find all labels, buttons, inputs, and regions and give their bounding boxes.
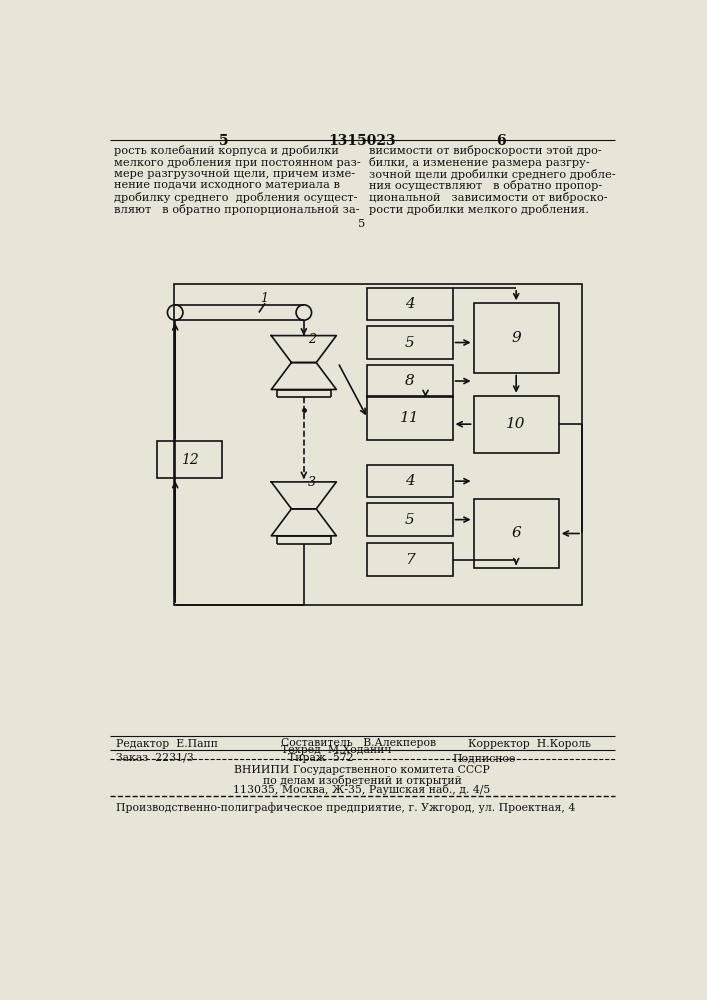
Text: рость колебаний корпуса и дробилки: рость колебаний корпуса и дробилки xyxy=(114,145,339,156)
Text: 12: 12 xyxy=(180,453,199,467)
Text: циональной   зависимости от виброско-: циональной зависимости от виброско- xyxy=(369,192,607,203)
Text: ния осуществляют   в обратно пропор-: ния осуществляют в обратно пропор- xyxy=(369,180,602,191)
Text: 1315023: 1315023 xyxy=(328,134,396,148)
Text: Подписное: Подписное xyxy=(452,753,516,763)
Bar xyxy=(174,284,582,605)
Text: 5: 5 xyxy=(405,513,415,527)
Bar xyxy=(368,365,452,397)
Polygon shape xyxy=(271,363,337,389)
Bar xyxy=(368,465,452,497)
Text: ВНИИПИ Государственного комитета СССР: ВНИИПИ Государственного комитета СССР xyxy=(234,765,490,775)
Polygon shape xyxy=(271,482,337,509)
Text: 6: 6 xyxy=(496,134,506,148)
Text: 2: 2 xyxy=(308,333,316,346)
Bar xyxy=(368,544,452,576)
Text: 7: 7 xyxy=(405,553,415,567)
Bar xyxy=(368,326,452,359)
Text: 9: 9 xyxy=(511,331,521,345)
Text: висимости от виброскорости этой дро-: висимости от виброскорости этой дро- xyxy=(369,145,602,156)
Text: мелкого дробления при постоянном раз-: мелкого дробления при постоянном раз- xyxy=(114,157,361,168)
Text: 10: 10 xyxy=(506,417,526,431)
Bar xyxy=(474,396,559,453)
Text: 1: 1 xyxy=(260,292,269,305)
Bar xyxy=(368,503,452,536)
Text: Заказ  2231/3: Заказ 2231/3 xyxy=(115,753,193,763)
Text: мере разгрузочной щели, причем изме-: мере разгрузочной щели, причем изме- xyxy=(114,169,355,179)
Text: Тираж  572: Тираж 572 xyxy=(288,753,354,763)
Text: 8: 8 xyxy=(405,374,415,388)
Text: 6: 6 xyxy=(511,526,521,540)
Text: 3: 3 xyxy=(308,476,316,489)
Text: Корректор  Н.Король: Корректор Н.Король xyxy=(468,739,591,749)
Text: Редактор  Е.Папп: Редактор Е.Папп xyxy=(115,739,218,749)
Text: 11: 11 xyxy=(400,411,420,425)
Bar xyxy=(474,303,559,373)
Text: зочной щели дробилки среднего дробле-: зочной щели дробилки среднего дробле- xyxy=(369,169,616,180)
Text: 4: 4 xyxy=(405,474,415,488)
Bar xyxy=(368,396,452,440)
Text: Техред  М.Ходанич: Техред М.Ходанич xyxy=(281,745,391,755)
Text: 4: 4 xyxy=(405,297,415,311)
Text: рости дробилки мелкого дробления.: рости дробилки мелкого дробления. xyxy=(369,204,589,215)
Text: билки, а изменение размера разгру-: билки, а изменение размера разгру- xyxy=(369,157,590,168)
Text: нение подачи исходного материала в: нение подачи исходного материала в xyxy=(114,180,340,190)
Bar xyxy=(368,288,452,320)
Polygon shape xyxy=(271,509,337,536)
Polygon shape xyxy=(271,336,337,363)
Text: вляют   в обратно пропорциональной за-: вляют в обратно пропорциональной за- xyxy=(114,204,360,215)
Text: 5: 5 xyxy=(405,336,415,350)
Text: 5: 5 xyxy=(219,134,229,148)
Text: по делам изобретений и открытий: по делам изобретений и открытий xyxy=(262,774,462,786)
Bar xyxy=(156,441,223,478)
Bar xyxy=(474,499,559,568)
Text: 5: 5 xyxy=(358,219,366,229)
Text: Производственно-полиграфическое предприятие, г. Ужгород, ул. Проектная, 4: Производственно-полиграфическое предприя… xyxy=(115,802,575,813)
Text: дробилку среднего  дробления осущест-: дробилку среднего дробления осущест- xyxy=(114,192,358,203)
Text: Составитель   В.Алекперов: Составитель В.Алекперов xyxy=(281,738,436,748)
Text: 113035, Москва, Ж-35, Раушская наб., д. 4/5: 113035, Москва, Ж-35, Раушская наб., д. … xyxy=(233,784,491,795)
